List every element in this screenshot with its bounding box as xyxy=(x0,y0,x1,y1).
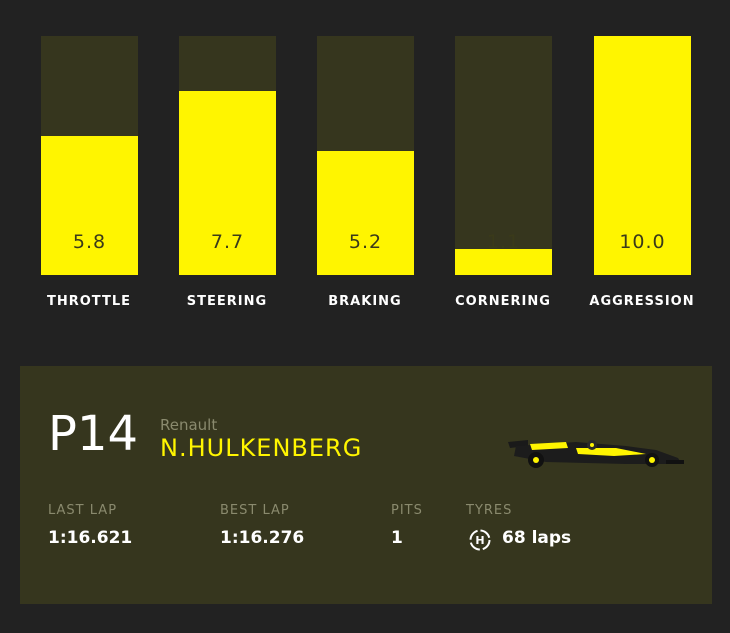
bar-value: 7.7 xyxy=(210,231,245,253)
pits-value: 1 xyxy=(391,528,403,548)
bar-value: 10.0 xyxy=(619,231,666,253)
bar-cornering: 1.1 xyxy=(455,36,552,275)
bar-aggression: 10.0 xyxy=(594,36,691,275)
bar-fill xyxy=(179,90,276,275)
driver-panel: P14 Renault N.HULKENBERG LAST LAP 1:16.6… xyxy=(20,366,712,604)
tyres-label: TYRES xyxy=(466,503,513,518)
best-lap-value: 1:16.276 xyxy=(220,528,305,548)
tyre-compound: H xyxy=(475,534,484,547)
bar-label: CORNERING xyxy=(455,294,551,309)
bar-value: 5.2 xyxy=(348,231,383,253)
race-position: P14 xyxy=(48,406,139,462)
bar-value: 5.8 xyxy=(72,231,107,253)
team-name: Renault xyxy=(160,416,218,434)
driver-name: N.HULKENBERG xyxy=(160,434,363,462)
bar-braking: 5.2 xyxy=(317,36,414,275)
pits-label: PITS xyxy=(391,503,423,518)
tyre-hard-icon: H xyxy=(469,529,491,551)
tyres-value: 68 laps xyxy=(502,528,572,548)
bar-fill xyxy=(455,248,552,275)
bar-fill xyxy=(594,36,691,275)
bar-value: 1.1 xyxy=(486,231,521,253)
last-lap-label: LAST LAP xyxy=(48,503,118,518)
best-lap-label: BEST LAP xyxy=(220,503,290,518)
bar-fill xyxy=(41,136,138,275)
renault-car-icon xyxy=(508,440,684,468)
bar-label: THROTTLE xyxy=(46,294,131,309)
bar-label: AGGRESSION xyxy=(589,294,695,309)
bar-steering: 7.7 xyxy=(179,36,276,275)
bar-label: STEERING xyxy=(186,294,268,309)
bar-label: BRAKING xyxy=(328,294,402,309)
bar-throttle: 5.8 xyxy=(41,36,138,275)
last-lap-value: 1:16.621 xyxy=(48,528,133,548)
bar-fill xyxy=(317,150,414,275)
